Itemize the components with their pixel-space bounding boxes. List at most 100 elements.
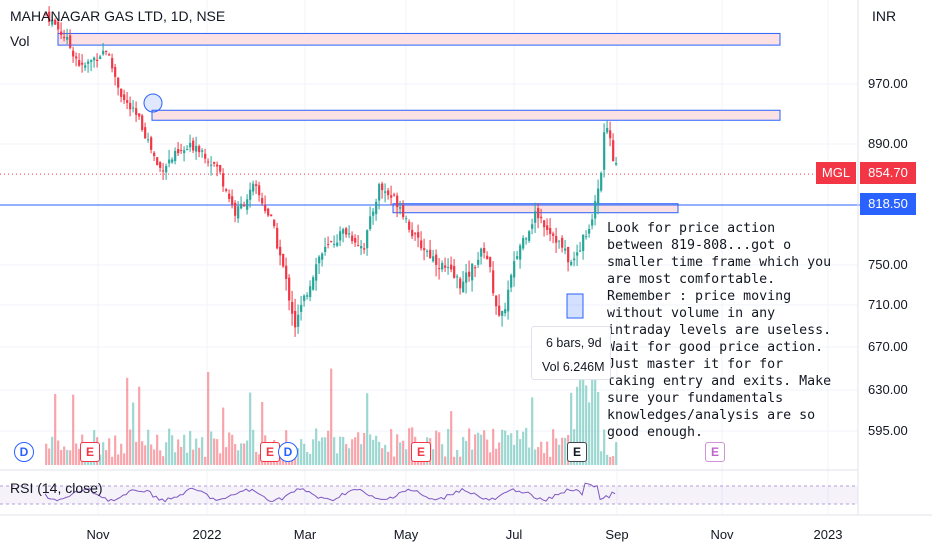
candle-body — [123, 94, 126, 101]
candle-body — [465, 272, 468, 283]
tooltip-bars: 6 bars, 9d — [546, 336, 602, 350]
candle-body — [270, 214, 273, 217]
volume-bar — [516, 430, 519, 465]
candle-body — [144, 127, 147, 139]
upcoming-earnings-marker[interactable]: E — [705, 442, 725, 462]
candle-body — [279, 246, 282, 256]
candle-body — [219, 165, 222, 172]
volume-bar — [489, 452, 492, 465]
candle-body — [579, 250, 582, 252]
candle-body — [228, 193, 231, 199]
volume-bar — [231, 434, 234, 465]
time-tick: May — [393, 527, 419, 542]
earnings-marker[interactable]: E — [260, 442, 280, 462]
candle-body — [351, 235, 354, 242]
volume-bar — [339, 436, 342, 465]
volume-bar — [141, 441, 144, 465]
candle-body — [432, 256, 435, 262]
volume-bar — [540, 441, 543, 465]
candle-body — [252, 183, 255, 192]
volume-bar — [135, 441, 138, 465]
volume-bar — [465, 440, 468, 465]
volume-bar — [114, 435, 117, 465]
volume-bar — [342, 436, 345, 465]
volume-bar — [246, 440, 249, 465]
candle-body — [120, 88, 123, 97]
volume-bar — [603, 429, 606, 465]
candle-body — [429, 249, 432, 258]
time-tick: 2022 — [192, 527, 222, 542]
level-price-tag: 818.50 — [860, 193, 916, 215]
volume-bar — [219, 453, 222, 465]
candle-body — [57, 21, 60, 30]
volume-bar — [507, 435, 510, 465]
volume-bar — [156, 434, 159, 465]
volume-bar — [120, 443, 123, 465]
volume-bar — [75, 443, 78, 465]
candle-body — [567, 246, 570, 263]
volume-bar — [390, 429, 393, 465]
volume-bar — [180, 446, 183, 465]
volume-bar — [306, 452, 309, 465]
candle-body — [54, 19, 57, 25]
volume-bar — [255, 451, 258, 465]
volume-bar — [555, 438, 558, 465]
time-tick: 2023 — [813, 527, 843, 542]
candle-body — [240, 203, 243, 209]
volume-bar — [384, 444, 387, 465]
volume-bar — [57, 440, 60, 465]
volume-bar — [129, 429, 132, 465]
symbol-tag: MGL — [816, 162, 856, 184]
candle-body — [591, 219, 594, 226]
candle-body — [99, 56, 102, 59]
volume-bar — [171, 435, 174, 465]
volume-bar — [357, 432, 360, 465]
volume-bar — [345, 444, 348, 465]
candle-body — [492, 270, 495, 294]
candle-body — [549, 227, 552, 235]
candle-body — [66, 37, 69, 40]
volume-bar — [48, 448, 51, 465]
volume-bar — [312, 439, 315, 465]
candle-body — [153, 152, 156, 157]
volume-bar — [192, 449, 195, 465]
volume-bar — [366, 393, 369, 465]
candle-body — [231, 196, 234, 205]
tooltip-volume: Vol 6.246M — [542, 360, 605, 374]
dividend-marker[interactable]: D — [278, 442, 298, 462]
volume-bar — [462, 436, 465, 465]
candle-body — [309, 286, 312, 298]
volume-bar — [189, 431, 192, 465]
volume-bar — [447, 428, 450, 465]
volume-bar — [588, 402, 591, 465]
volume-bar — [252, 429, 255, 465]
candle-body — [405, 218, 408, 220]
earnings-marker[interactable]: E — [411, 442, 431, 462]
candle-body — [570, 261, 573, 265]
candle-body — [264, 205, 267, 212]
earnings-marker[interactable]: E — [80, 442, 100, 462]
volume-bar — [396, 434, 399, 465]
candle-body — [198, 146, 201, 153]
volume-bar — [126, 377, 129, 465]
candle-body — [162, 170, 165, 172]
price-tick: 710.00 — [868, 297, 908, 312]
volume-bar — [354, 437, 357, 465]
volume-bar — [213, 438, 216, 465]
volume-bar — [393, 456, 396, 465]
earnings-marker[interactable]: E — [567, 442, 587, 462]
candle-body — [360, 246, 363, 249]
candle-body — [396, 195, 399, 208]
candle-body — [222, 173, 225, 187]
annotation-note[interactable]: Look for price action between 819-808...… — [607, 221, 832, 440]
candle-body — [261, 198, 264, 204]
price-tick: 595.00 — [868, 423, 908, 438]
volume-bar — [111, 456, 114, 465]
candle-body — [339, 231, 342, 241]
volume-bar — [147, 429, 150, 465]
candle-body — [210, 164, 213, 166]
dividend-marker[interactable]: D — [14, 442, 34, 462]
candle-body — [132, 107, 135, 109]
